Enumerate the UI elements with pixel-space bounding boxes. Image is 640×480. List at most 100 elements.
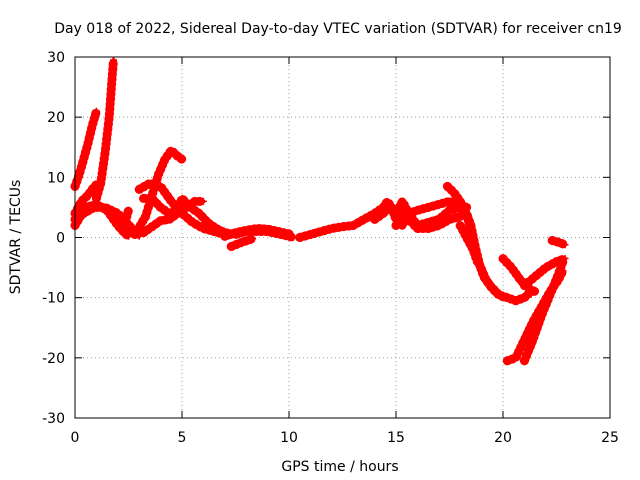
series-track-h [130,145,187,239]
data-point [531,273,539,281]
data-point [161,155,169,163]
data-point [105,113,113,121]
x-tick-label: 15 [387,430,405,446]
series-track-b [91,55,118,203]
data-point [516,276,524,284]
y-tick-label: 30 [47,50,65,66]
series-markers [455,221,482,267]
data-point [92,107,100,115]
data-point [548,237,556,245]
data-point [546,291,554,299]
data-point [142,212,150,220]
data-point [125,206,132,214]
data-point [191,197,199,205]
series-markers [70,106,101,191]
series-track-v [547,236,570,250]
data-point [212,224,220,232]
data-point [120,229,128,237]
data-point [503,357,511,365]
data-point [84,191,92,199]
data-point [139,194,147,202]
data-point [463,234,471,241]
data-point [317,227,325,235]
data-point [463,209,471,217]
data-point [75,170,83,178]
data-point [413,224,421,232]
data-point [167,146,175,154]
data-point [178,155,186,163]
data-point [146,179,154,187]
series-markers [130,145,187,239]
data-point [383,197,391,205]
grid [75,57,610,418]
y-axis-label: SDTVAR / TECUs [8,180,24,295]
data-point [398,209,406,217]
data-point [456,197,464,205]
data-point [221,232,229,240]
data-point [531,288,539,296]
data-point [561,241,569,249]
data-point [495,291,503,299]
data-point [424,224,432,232]
data-point [114,212,122,220]
data-point [520,357,528,365]
data-point [249,235,257,243]
data-point [189,218,197,226]
data-point [542,264,550,272]
data-point [296,234,304,241]
data-point [349,221,357,229]
y-tick-label: 20 [47,110,65,126]
series-track-e [70,199,133,241]
data-point [174,206,182,214]
data-point [328,224,336,232]
data-point [512,297,520,305]
data-point [242,226,250,234]
data-point [90,182,98,190]
data-point [157,203,165,211]
data-point [446,206,453,214]
data-point [405,215,413,223]
data-point [157,217,165,225]
data-point [473,258,481,266]
data-point [379,209,387,217]
data-point [512,354,520,362]
y-tick-label: -10 [42,291,65,307]
x-tick-label: 0 [71,430,80,446]
data-point [306,230,314,238]
axis-ticks: 0 5 10 15 20 25 -30 -20 -10 0 10 20 30 [42,50,619,446]
data-point [84,140,92,148]
data-point [520,336,528,344]
data-point [82,203,90,211]
data-point [480,273,488,281]
series-track-i [134,178,230,239]
data-point [103,206,111,214]
data-point [92,200,100,208]
data-point [339,223,346,231]
series-track-n [370,196,472,224]
data-point [386,203,394,211]
data-point [499,255,507,263]
data-point [77,197,85,205]
series-track-r [498,254,540,297]
data-point [199,197,207,205]
y-tick-label: -30 [42,411,65,427]
data-point [508,264,516,272]
data-point [165,209,173,217]
data-layer [70,55,570,366]
data-point [538,312,546,320]
series-track-q [455,221,482,267]
data-point [446,215,453,223]
data-point [135,185,143,193]
data-point [398,197,406,205]
data-point [371,215,379,223]
y-tick-label: 0 [56,231,65,247]
y-tick-label: 10 [47,170,65,186]
data-point [157,182,165,190]
data-point [456,212,464,220]
chart-title: Day 018 of 2022, Sidereal Day-to-day VTE… [54,21,622,37]
y-tick-label: -20 [42,351,65,367]
data-point [101,149,109,157]
data-point [107,83,115,91]
data-point [392,221,400,229]
data-point [110,56,118,64]
